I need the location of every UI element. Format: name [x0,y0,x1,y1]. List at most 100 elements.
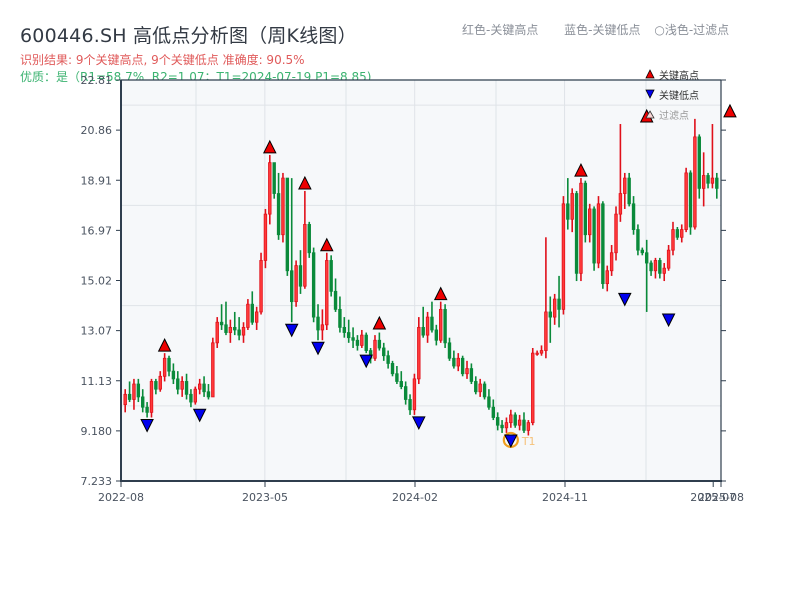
candle-body [460,357,465,375]
key-high-marker [319,237,334,252]
candle-body [443,308,447,344]
candle-body [228,326,233,333]
key-low-marker [359,354,374,369]
candle-body [666,249,671,269]
candle-body [316,316,320,331]
y-tick-label: 7.233 [81,475,113,488]
candle-body [145,406,149,413]
candle-body [263,213,268,261]
candle-body [377,339,382,349]
y-tick-label: 11.13 [81,375,113,388]
key-high-marker [157,338,172,352]
key-high-marker [298,175,312,190]
candle-body [456,357,460,367]
candles [123,118,719,436]
candle-body [500,424,504,429]
x-tick-label: 2022-08 [98,491,144,504]
candle-body [566,203,570,220]
candle-body [684,172,688,230]
candle-body [495,417,500,426]
triangle-up-icon [645,69,655,79]
candle-body [272,162,276,194]
candle-body [338,308,342,328]
key-low-marker [192,408,207,423]
key-high-marker [433,286,448,301]
candle-body [671,229,675,251]
triangle-down-icon [645,89,655,99]
candle-body [298,265,303,287]
candle-body [491,406,496,418]
candle-body [333,290,338,310]
candle-body [706,175,710,184]
candle-body [408,399,412,411]
candle-body [360,334,364,346]
candle-body [531,352,535,424]
candle-body [211,342,215,398]
candle-body [535,352,539,355]
candle-body [281,177,285,236]
candle-body [364,334,368,351]
y-tick-label: 16.97 [81,224,113,237]
x-tick-label: 2025-08 [698,491,744,504]
candle-body [570,193,574,220]
candle-body [184,381,189,395]
candle-body [715,177,719,189]
candle-body [465,368,469,375]
key-high-marker [262,139,277,154]
key-high-marker [574,162,588,177]
candle-body [149,381,154,413]
y-tick-label: 18.91 [81,174,113,187]
candle-body [447,342,452,359]
candle-body [386,355,390,364]
candle-body [355,339,360,346]
candle-body [233,326,237,331]
candle-body [592,208,596,264]
candle-body [596,203,601,264]
candle-body [202,383,206,393]
candle-body [206,391,211,398]
legend-item-filtered: 过滤点 [645,104,699,124]
candle-body [176,378,180,390]
candle-body [697,136,701,189]
y-tick-label: 20.86 [81,124,113,137]
marker-legend: 关键高点 关键低点 过滤点 [645,64,699,124]
candle-body [403,386,408,400]
candle-body [504,422,509,429]
legend-light-text: ○浅色-过滤点 [654,23,730,37]
candle-body [425,316,430,336]
candle-body [693,136,697,228]
color-legend: 红色-关键高点 蓝色-关键低点 ○浅色-过滤点 [462,21,729,38]
candle-body [329,260,333,292]
candle-body [623,177,627,194]
candle-body [474,381,478,393]
candle-body [268,162,272,215]
key-low-marker [661,313,676,328]
candle-body [417,326,421,380]
legend-label: 过滤点 [659,110,689,122]
x-tick-label: 2023-05 [242,491,288,504]
candle-body [439,308,443,341]
candle-body [653,260,658,272]
candle-body [167,357,171,372]
candle-body [539,350,544,354]
candle-body [601,203,605,285]
candle-body [640,249,645,254]
candle-body [658,260,662,274]
y-tick-label: 15.02 [81,275,113,288]
key-high-marker [723,103,737,118]
candle-body [478,383,482,393]
candle-body [197,383,202,390]
candle-body [412,378,417,411]
candle-body [662,267,666,274]
candle-body [141,396,145,408]
candle-body [154,381,158,390]
axes: 7.233 9.180 11.13 13.07 15.02 16.97 18.91 20.86… [81,74,744,504]
key-low-marker [140,418,154,433]
candle-body [180,381,184,390]
result-summary: 识别结果: 9个关键高点, 9个关键低点 准确度: 90.5% [20,53,305,67]
candle-body [351,337,355,341]
candle-body [290,270,294,303]
candle-body [636,229,640,251]
y-tick-label: 9.180 [81,425,113,438]
